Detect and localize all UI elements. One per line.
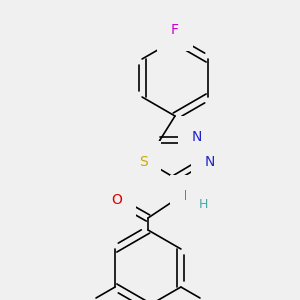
Text: N: N [184, 189, 194, 203]
Text: F: F [171, 23, 179, 37]
Text: O: O [112, 193, 122, 207]
Text: N: N [192, 130, 202, 144]
Text: N: N [205, 155, 215, 169]
Text: H: H [198, 197, 208, 211]
Text: S: S [139, 155, 147, 169]
